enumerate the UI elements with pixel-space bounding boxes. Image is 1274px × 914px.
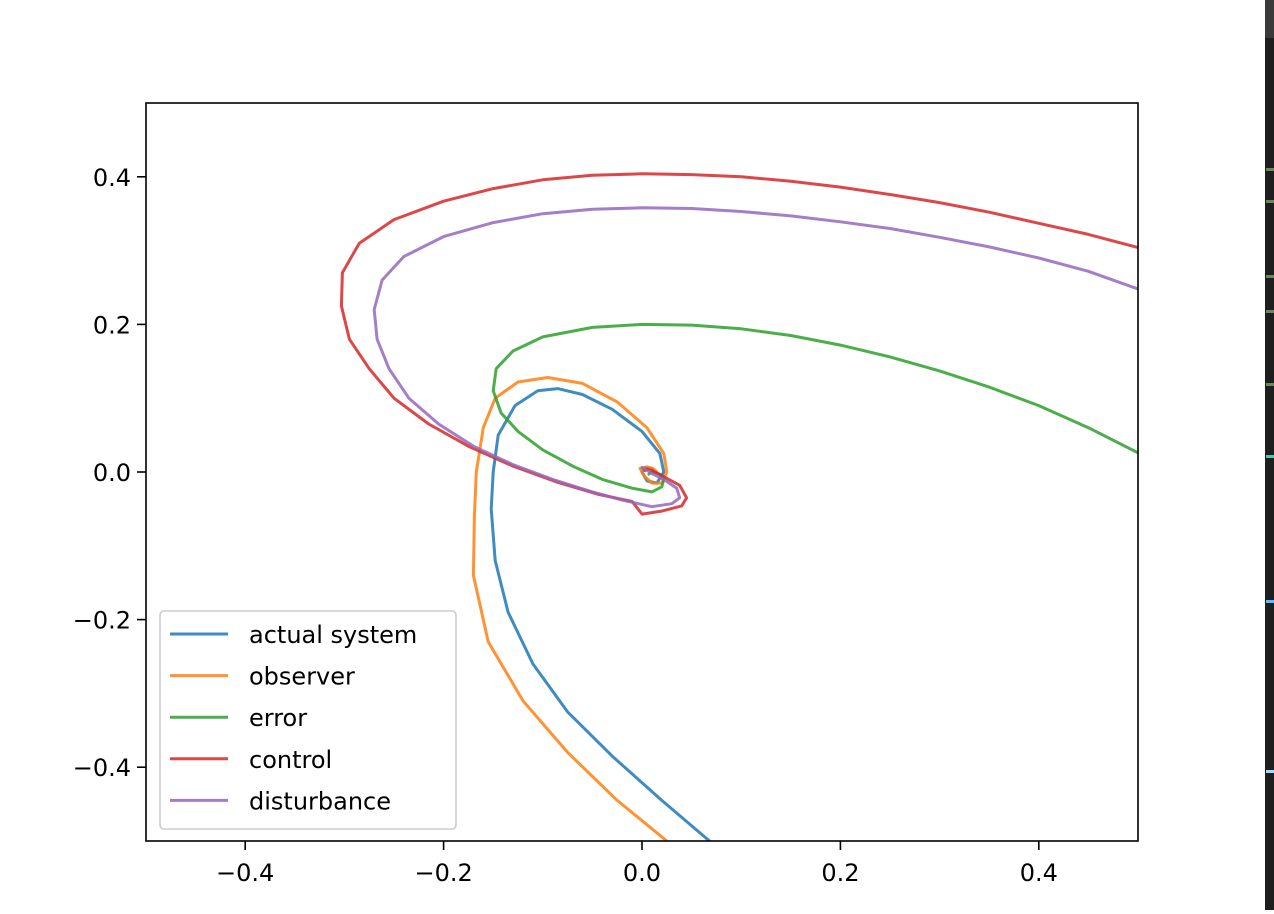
legend-label: control xyxy=(249,746,332,774)
legend-label: actual system xyxy=(249,621,417,649)
code-glyph-mark xyxy=(1266,168,1274,171)
code-glyph-mark xyxy=(1266,600,1274,603)
series-line-control xyxy=(339,172,1138,516)
y-tick-label: 0.2 xyxy=(93,311,131,339)
x-tick-label: 0.4 xyxy=(1020,859,1058,887)
x-tick-label: −0.4 xyxy=(216,859,274,887)
x-tick-label: 0.0 xyxy=(623,859,661,887)
series-layer xyxy=(339,172,1138,841)
series-line-error xyxy=(491,322,1138,494)
code-glyph-mark xyxy=(1266,200,1274,203)
editor-strip-header xyxy=(1265,0,1274,38)
series-line-observer xyxy=(471,376,669,841)
y-tick-label: 0.0 xyxy=(93,459,131,487)
x-tick-label: 0.2 xyxy=(821,859,859,887)
code-glyph-mark xyxy=(1266,310,1274,313)
x-axis: −0.4 −0.2 0.0 0.2 0.4 xyxy=(216,841,1058,887)
legend-box xyxy=(159,610,457,830)
legend-label: disturbance xyxy=(249,787,391,815)
x-tick-label: −0.2 xyxy=(414,859,472,887)
legend-label: observer xyxy=(249,663,355,691)
legend: actual system observer error control disturb… xyxy=(159,610,457,830)
code-glyph-mark xyxy=(1266,275,1274,278)
code-glyph-mark xyxy=(1266,455,1274,458)
code-glyph-mark xyxy=(1266,383,1274,386)
editor-side-strip xyxy=(1265,0,1274,910)
y-axis: −0.4 −0.2 0.0 0.2 0.4 xyxy=(73,164,146,782)
legend-label: error xyxy=(249,704,307,732)
y-tick-label: −0.4 xyxy=(73,754,131,782)
y-tick-label: 0.4 xyxy=(93,164,131,192)
series-line-disturbance xyxy=(372,206,1138,509)
y-tick-label: −0.2 xyxy=(73,607,131,635)
code-glyph-mark xyxy=(1266,770,1274,773)
